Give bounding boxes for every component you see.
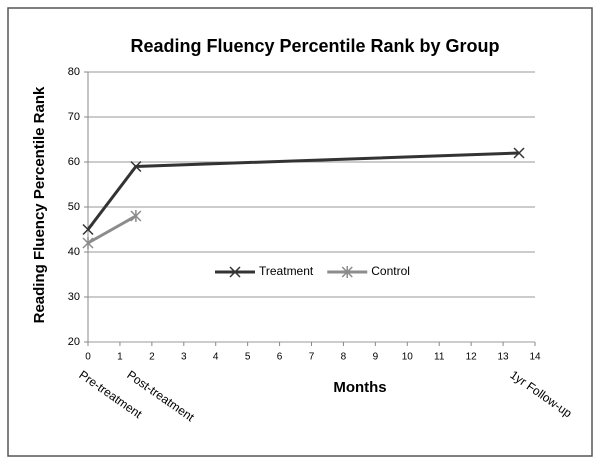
y-tick-label: 70: [68, 111, 80, 123]
x-tick-label: 9: [373, 352, 379, 363]
x-tick-label: 3: [181, 352, 187, 363]
marker: [130, 210, 142, 222]
x-tick-label: 13: [498, 352, 510, 363]
x-tick-label: 10: [402, 352, 414, 363]
y-tick-label: 80: [68, 66, 80, 78]
legend-label: Control: [371, 264, 410, 278]
x-tick-label: 4: [213, 352, 219, 363]
x-tick-label: 6: [277, 352, 283, 363]
series-line: [87, 214, 137, 245]
marker: [229, 266, 241, 278]
x-tick-label: 2: [149, 352, 155, 363]
x-tick-label: 0: [85, 352, 91, 363]
y-tick-label: 40: [68, 246, 80, 258]
y-tick-label: 30: [68, 291, 80, 303]
y-axis-label: Reading Fluency Percentile Rank: [31, 86, 48, 323]
x-tick-label: 11: [434, 352, 445, 363]
chart-title: Reading Fluency Percentile Rank by Group: [130, 36, 499, 56]
marker: [130, 160, 142, 173]
marker: [341, 266, 353, 278]
marker: [82, 223, 94, 236]
y-tick-label: 60: [68, 156, 80, 168]
x-tick-label: 5: [245, 352, 251, 363]
x-tick-label: 8: [341, 352, 347, 363]
x-axis-label: Months: [333, 379, 386, 396]
x-tick-label: 12: [466, 352, 478, 363]
marker: [513, 147, 525, 159]
x-tick-label: 14: [529, 352, 541, 363]
legend-label: Treatment: [259, 264, 314, 278]
marker: [82, 237, 94, 249]
y-tick-label: 50: [68, 201, 80, 213]
x-tick-label: 1: [117, 352, 123, 363]
y-tick-label: 20: [68, 336, 80, 348]
x-tick-label: 7: [309, 352, 315, 363]
